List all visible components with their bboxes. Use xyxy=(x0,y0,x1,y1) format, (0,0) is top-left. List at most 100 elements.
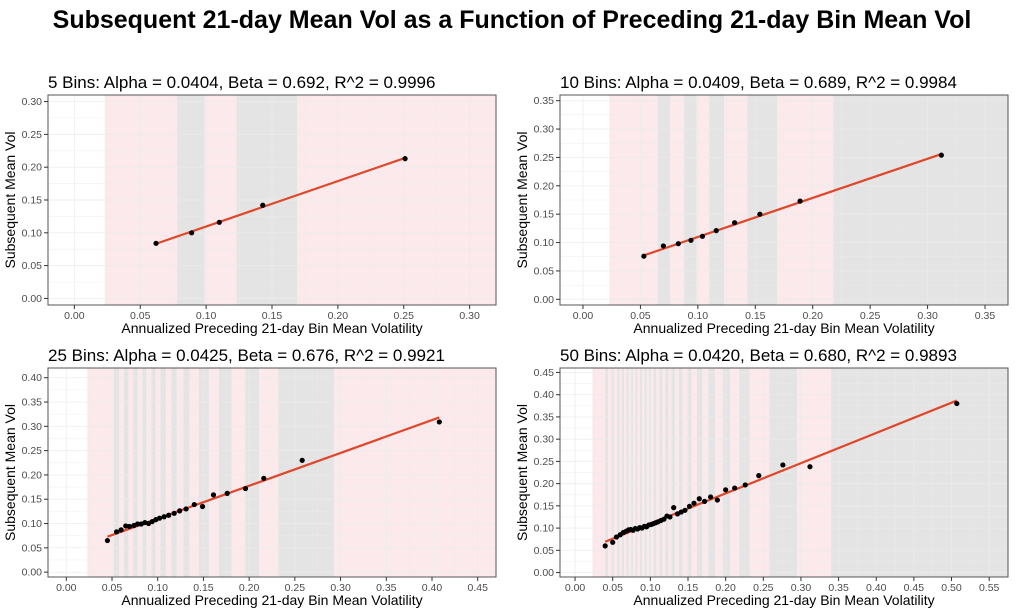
bin-band xyxy=(119,368,124,577)
y-tick-label: 0.20 xyxy=(22,162,43,174)
y-tick-label: 0.40 xyxy=(22,372,43,384)
data-point xyxy=(135,521,141,527)
plot-frame xyxy=(559,367,1009,578)
chart-title: 10 Bins: Alpha = 0.0409, Beta = 0.689, R… xyxy=(560,73,957,92)
data-point xyxy=(260,202,266,208)
data-point xyxy=(189,230,195,236)
y-tick-label: 0.35 xyxy=(534,411,555,423)
bin-band xyxy=(128,368,134,577)
bin-band xyxy=(189,368,199,577)
y-tick-label: 0.20 xyxy=(22,469,43,481)
x-tick-label: 0.15 xyxy=(262,310,283,322)
x-tick-label: 0.30 xyxy=(330,582,351,594)
y-tick-label: 0.00 xyxy=(22,293,43,305)
data-point xyxy=(602,543,608,549)
data-point xyxy=(691,500,697,506)
bin-band xyxy=(259,368,279,577)
data-point xyxy=(686,503,693,509)
x-tick-label: 0.35 xyxy=(828,582,849,594)
x-axis-label: Annualized Preceding 21-day Bin Mean Vol… xyxy=(121,592,422,608)
x-tick-label: 0.40 xyxy=(866,582,887,594)
y-tick-label: 0.30 xyxy=(22,96,43,108)
regression-line xyxy=(643,153,942,257)
y-tick-label: 0.10 xyxy=(22,518,43,530)
x-tick-label: 0.35 xyxy=(376,582,397,594)
x-tick-label: 0.10 xyxy=(640,582,661,594)
y-tick-label: 0.05 xyxy=(22,260,43,272)
x-tick-label: 0.35 xyxy=(975,310,996,322)
y-tick-label: 0.35 xyxy=(22,397,43,409)
plot-frame xyxy=(559,94,1009,306)
data-point xyxy=(613,534,620,540)
data-point xyxy=(713,228,719,234)
data-point xyxy=(191,501,197,508)
data-point xyxy=(216,219,222,225)
data-point xyxy=(742,482,748,488)
x-tick-label: 0.10 xyxy=(688,310,709,322)
data-point xyxy=(113,529,120,535)
x-tick-label: 0.05 xyxy=(630,310,651,322)
bin-band xyxy=(208,368,219,577)
x-tick-label: 0.45 xyxy=(904,582,925,594)
data-point xyxy=(210,492,217,498)
x-tick-label: 0.25 xyxy=(394,310,415,322)
data-point xyxy=(242,485,249,492)
data-point xyxy=(104,537,111,544)
x-tick-label: 0.00 xyxy=(573,310,594,322)
y-tick-label: 0.15 xyxy=(22,195,43,207)
x-tick-label: 0.00 xyxy=(565,582,586,594)
bin-band xyxy=(165,368,172,577)
regression-line xyxy=(155,156,406,245)
data-point xyxy=(118,527,124,533)
data-point xyxy=(224,490,230,496)
bin-band xyxy=(160,368,166,577)
y-tick-label: 0.45 xyxy=(534,367,555,379)
data-point xyxy=(682,507,688,513)
data-point xyxy=(660,243,666,249)
y-tick-label: 0.05 xyxy=(534,545,555,557)
y-tick-label: 0.00 xyxy=(22,567,43,579)
x-tick-label: 0.00 xyxy=(56,582,77,594)
data-point xyxy=(780,462,786,468)
y-axis-label: Subsequent Mean Vol xyxy=(2,404,18,541)
y-tick-label: 0.05 xyxy=(534,265,555,277)
bin-band xyxy=(137,368,143,577)
plot-frame xyxy=(47,367,497,578)
x-tick-label: 0.20 xyxy=(328,310,349,322)
data-point xyxy=(807,464,813,470)
x-tick-label: 0.10 xyxy=(196,310,217,322)
chart-title: 5 Bins: Alpha = 0.0404, Beta = 0.692, R^… xyxy=(48,73,435,92)
data-point xyxy=(732,485,738,491)
x-tick-label: 0.40 xyxy=(422,582,443,594)
x-tick-label: 0.15 xyxy=(678,582,699,594)
data-point xyxy=(707,494,714,500)
x-tick-label: 0.20 xyxy=(802,310,823,322)
bin-band xyxy=(113,368,120,577)
y-tick-label: 0.00 xyxy=(534,567,555,579)
y-tick-label: 0.40 xyxy=(534,389,555,401)
x-tick-label: 0.10 xyxy=(147,582,168,594)
data-point xyxy=(183,506,189,512)
data-point xyxy=(177,508,183,514)
data-point xyxy=(723,487,729,493)
data-point xyxy=(436,419,442,425)
bin-band xyxy=(231,368,246,577)
x-tick-label: 0.20 xyxy=(239,582,260,594)
x-axis-label: Annualized Preceding 21-day Bin Mean Vol… xyxy=(633,320,934,336)
data-point xyxy=(641,253,647,259)
x-tick-label: 0.15 xyxy=(745,310,766,322)
data-point xyxy=(732,220,738,226)
data-point xyxy=(954,400,960,407)
y-tick-label: 0.25 xyxy=(534,152,555,164)
bin-band xyxy=(142,368,147,577)
y-tick-label: 0.25 xyxy=(22,445,43,457)
x-tick-label: 0.25 xyxy=(753,582,774,594)
bin-band xyxy=(176,368,184,577)
bin-band xyxy=(146,368,152,577)
x-tick-label: 0.05 xyxy=(130,310,151,322)
x-axis-label: Annualized Preceding 21-day Bin Mean Vol… xyxy=(121,320,422,336)
data-point xyxy=(261,475,267,481)
x-tick-label: 0.15 xyxy=(193,582,214,594)
bin-band xyxy=(133,368,138,577)
